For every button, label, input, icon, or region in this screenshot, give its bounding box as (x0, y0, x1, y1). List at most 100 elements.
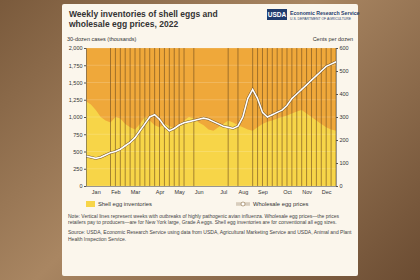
tick-label: 200 (340, 137, 349, 143)
tick-mark (84, 134, 86, 135)
tick: 1,750 (69, 63, 86, 69)
outbreak-line (291, 48, 292, 186)
outbreak-line (135, 48, 136, 186)
tick-mark (336, 71, 338, 72)
tick-label: Apr (156, 189, 165, 195)
y2-axis-title: Cents per dozen (313, 36, 353, 42)
tick-label: Dec (322, 189, 332, 195)
tick: 750 (73, 132, 86, 138)
y-axis: 02505007501,0001,2501,5001,7502,000 (69, 45, 87, 189)
price-line-outline (86, 62, 336, 159)
tick-mark (84, 169, 86, 170)
legend-swatch (86, 201, 95, 207)
outbreak-line (228, 48, 229, 186)
outbreak-line (326, 48, 327, 186)
text-line: retailers pay to producers—are for New Y… (68, 219, 337, 225)
outbreak-line (139, 48, 140, 186)
outbreak-line (262, 48, 263, 186)
logo: USDA (268, 11, 287, 18)
outbreak-line (286, 48, 287, 186)
axis-line (84, 49, 87, 187)
outbreak-line (125, 48, 126, 186)
tick-mark (336, 163, 338, 164)
tick: 2,000 (69, 45, 86, 51)
tick-label: Mar (131, 189, 141, 195)
tick-label: Nov (302, 189, 312, 195)
tick: 1,500 (69, 80, 86, 86)
tick-label: 1,250 (69, 97, 83, 103)
axis-line (87, 186, 337, 187)
tick: Oct (283, 186, 292, 195)
outbreak-line (115, 48, 116, 186)
text-line: Source: USDA, Economic Research Service … (68, 229, 352, 235)
outbreak-line (311, 48, 312, 186)
tick-label: 2,000 (69, 45, 83, 51)
legend-swatch (236, 203, 250, 205)
plot-background (86, 48, 336, 186)
grid-line (86, 65, 336, 66)
tick: 1,250 (69, 97, 86, 103)
tick-mark (84, 117, 86, 118)
outbreak-line (237, 48, 238, 186)
outbreak-line (154, 48, 155, 186)
tick-mark (336, 48, 338, 49)
tick: Mar (131, 186, 141, 195)
tick: Aug (238, 186, 248, 195)
panel (62, 4, 358, 276)
tick-mark (84, 152, 86, 153)
grid-line (86, 82, 336, 83)
tick: 400 (336, 91, 349, 97)
tick: Dec (322, 186, 332, 195)
grid-line (86, 151, 336, 152)
outbreak-line (306, 48, 307, 186)
outbreak-line (193, 48, 194, 186)
legend-marker (241, 202, 245, 206)
tick: 0 (79, 183, 86, 189)
tick-label: 0 (340, 183, 343, 189)
outbreak-line (296, 48, 297, 186)
legend-label: Wholesale egg prices (253, 201, 309, 207)
tick-label: 750 (73, 132, 82, 138)
tick: 500 (73, 149, 86, 155)
tick: 1,000 (69, 114, 86, 120)
tick-label: 300 (340, 114, 349, 120)
tick-label: Oct (283, 189, 292, 195)
tick-mark (84, 100, 86, 101)
outbreak-line (120, 48, 121, 186)
outbreak-line (331, 48, 332, 186)
tick-mark (336, 117, 338, 118)
tick-mark (336, 140, 338, 141)
tick-mark (336, 94, 338, 95)
grid-line (86, 134, 336, 135)
inventory-area (86, 101, 336, 186)
tick-label: Jun (195, 189, 204, 195)
chart: Weekly inventories of shell eggs andwhol… (0, 0, 420, 280)
tick: 0 (336, 183, 343, 189)
tick-label: 1,000 (69, 114, 83, 120)
tick-label: 100 (340, 160, 349, 166)
tick-label: 500 (73, 149, 82, 155)
outbreak-line (277, 48, 278, 186)
grid-line (86, 48, 336, 49)
tick-mark (84, 83, 86, 84)
y2-axis: 0100200300400500600 (336, 45, 349, 189)
tick-label: 1,750 (69, 63, 83, 69)
tick: 500 (336, 68, 349, 74)
tick-label: Sep (258, 189, 268, 195)
tick: May (174, 186, 185, 195)
grid-line (86, 186, 336, 187)
outbreak-line (252, 48, 253, 186)
outbreak-line (110, 48, 111, 186)
tick-label: 0 (79, 183, 82, 189)
tick: Jun (195, 186, 204, 195)
outbreak-line (179, 48, 180, 186)
y-axis-title: 30-dozen cases (thousands) (67, 36, 137, 42)
tick-label: Jan (92, 189, 101, 195)
note: Note: Vertical lines represent weeks wit… (68, 213, 339, 225)
text-line: Health Inspection Service. (68, 236, 126, 242)
tick-label: Aug (238, 189, 248, 195)
tick-mark (84, 186, 86, 187)
tick: 100 (336, 160, 349, 166)
outbreak-line (174, 48, 175, 186)
legend: Shell egg inventoriesWholesale egg price… (86, 201, 309, 207)
